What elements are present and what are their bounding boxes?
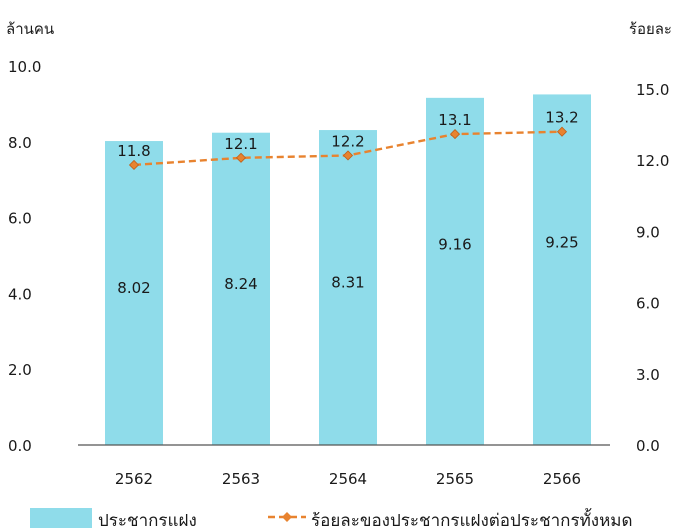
legend: ประชากรแฝง ร้อยละของประชากรแฝงต่อประชากร… xyxy=(30,508,633,529)
percentage-line-series xyxy=(128,126,568,171)
bar-label-2563: 8.24 xyxy=(224,275,257,293)
category-label-2564: 2564 xyxy=(329,470,367,488)
right-tick-label: 0.0 xyxy=(636,437,660,455)
bar-2565 xyxy=(426,97,484,445)
percentage-point-2565 xyxy=(449,129,461,140)
category-label-2562: 2562 xyxy=(115,470,153,488)
category-label-2563: 2563 xyxy=(222,470,260,488)
percentage-point-2566 xyxy=(556,126,568,137)
percentage-point-2563 xyxy=(235,152,247,163)
left-axis-unit: ล้านคน xyxy=(6,20,54,38)
bar-series xyxy=(105,94,591,446)
right-tick-label: 6.0 xyxy=(636,295,660,313)
percentage-label-2563: 12.1 xyxy=(224,135,257,153)
left-tick-label: 0.0 xyxy=(8,437,32,455)
right-tick-label: 9.0 xyxy=(636,223,660,241)
left-tick-label: 8.0 xyxy=(8,134,32,152)
legend-bar-swatch xyxy=(30,508,92,528)
left-tick-label: 4.0 xyxy=(8,285,32,303)
bar-label-2566: 9.25 xyxy=(545,234,578,252)
right-tick-label: 15.0 xyxy=(636,81,669,99)
left-axis-ticks: 0.0 2.0 4.0 6.0 8.0 10.0 xyxy=(8,58,41,455)
bar-label-2564: 8.31 xyxy=(331,274,364,292)
percentage-value-labels: 11.8 12.1 12.2 13.1 13.2 xyxy=(117,109,578,160)
percentage-label-2564: 12.2 xyxy=(331,132,364,150)
bar-2566 xyxy=(533,94,591,446)
bar-label-2562: 8.02 xyxy=(117,279,150,297)
category-label-2566: 2566 xyxy=(543,470,581,488)
percentage-point-2564 xyxy=(342,150,354,161)
percentage-label-2562: 11.8 xyxy=(117,142,150,160)
legend-line-marker xyxy=(282,512,292,522)
left-tick-label: 6.0 xyxy=(8,210,32,228)
category-labels: 2562 2563 2564 2565 2566 xyxy=(115,470,581,488)
category-label-2565: 2565 xyxy=(436,470,474,488)
right-tick-label: 12.0 xyxy=(636,152,669,170)
bar-value-labels: 8.02 8.24 8.31 9.16 9.25 xyxy=(117,234,578,297)
right-axis-ticks: 0.0 3.0 6.0 9.0 12.0 15.0 xyxy=(636,81,669,455)
right-tick-label: 3.0 xyxy=(636,366,660,384)
bar-2562 xyxy=(105,141,163,446)
legend-bar-label: ประชากรแฝง xyxy=(98,511,197,529)
percentage-point-2562 xyxy=(128,159,140,171)
legend-line-label: ร้อยละของประชากรแฝงต่อประชากรทั้งหมด xyxy=(311,508,633,529)
bar-2564 xyxy=(319,130,377,445)
right-axis-unit: ร้อยละ xyxy=(629,20,672,38)
bar-label-2565: 9.16 xyxy=(438,235,471,253)
left-tick-label: 10.0 xyxy=(8,58,41,76)
left-tick-label: 2.0 xyxy=(8,361,32,379)
percentage-label-2566: 13.2 xyxy=(545,109,578,127)
percentage-label-2565: 13.1 xyxy=(438,111,471,129)
bar-2563 xyxy=(212,132,270,446)
